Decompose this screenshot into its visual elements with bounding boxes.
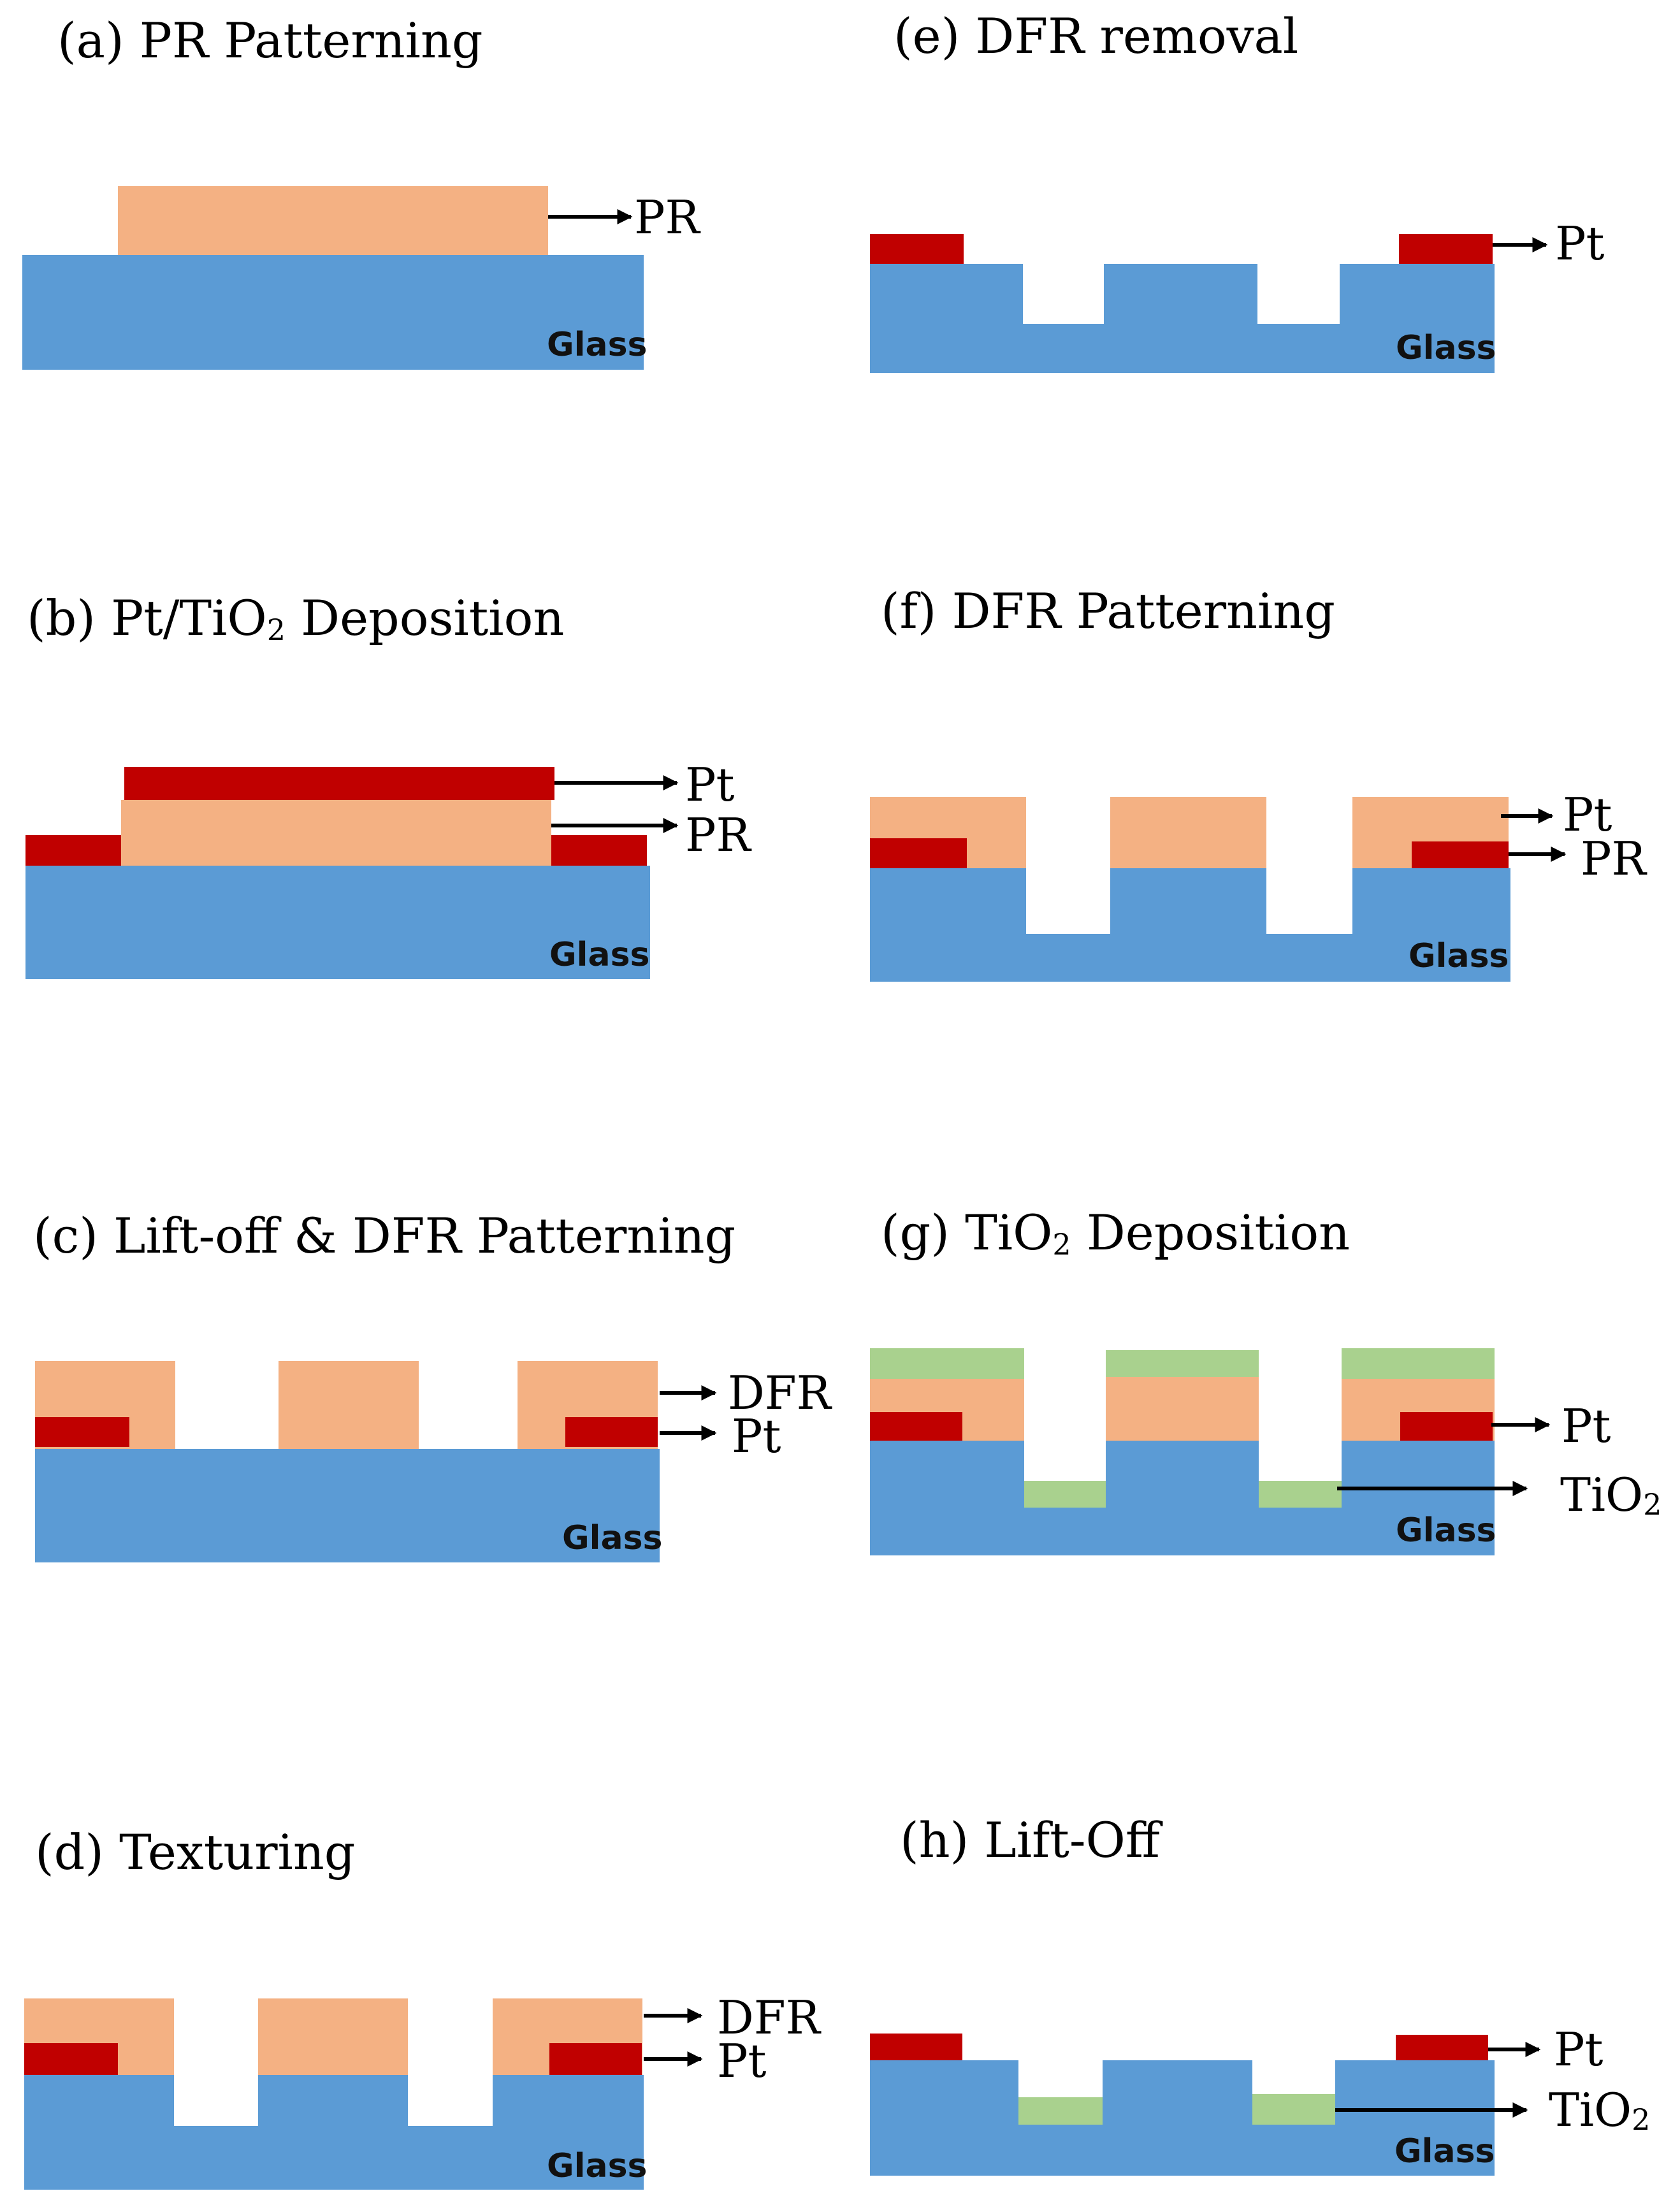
- glass-label: Glass: [547, 326, 648, 364]
- pt-label: Pt: [1555, 217, 1604, 270]
- panel-c-title: (c) Lift-off & DFR Patterning: [33, 1207, 735, 1264]
- pt-label: Pt: [1563, 788, 1612, 841]
- panel-f-title: (f) DFR Patterning: [881, 583, 1335, 639]
- glass-label: Glass: [547, 2147, 648, 2185]
- pt-layer-right: [1399, 234, 1493, 266]
- panel-a: (a) PR Patterning Glass PR: [22, 12, 700, 370]
- pt-layer-top: [124, 767, 554, 800]
- panel-e-title: (e) DFR removal: [894, 8, 1298, 64]
- tio2-top-middle: [1106, 1350, 1259, 1377]
- pr-label: PR: [685, 808, 751, 862]
- panel-b-title: (b) Pt/TiO2 Deposition: [27, 590, 564, 647]
- glass-substrate-textured: [870, 1441, 1495, 1555]
- pr-label: PR: [634, 191, 700, 244]
- dfr-block-middle: [1106, 1377, 1259, 1443]
- glass-substrate: [22, 255, 644, 370]
- tio2-trench-left: [1018, 2097, 1103, 2125]
- pr-label: PR: [1581, 832, 1647, 885]
- dfr-label: DFR: [728, 1366, 832, 1420]
- panel-g: (g) TiO2 Deposition Glass Pt TiO2: [870, 1204, 1662, 1555]
- pt-label: Pt: [1554, 2023, 1603, 2076]
- pt-layer-left: [870, 1412, 962, 1443]
- dfr-block-middle: [279, 1361, 419, 1450]
- glass-label: Glass: [549, 936, 650, 974]
- pt-layer-left: [870, 838, 967, 870]
- panel-g-title: (g) TiO2 Deposition: [881, 1204, 1350, 1262]
- pt-label: Pt: [685, 758, 734, 811]
- dfr-block-middle: [1110, 797, 1266, 870]
- pt-layer-left: [870, 2034, 962, 2062]
- tio2-trench-right: [1252, 2094, 1335, 2125]
- pt-layer-left: [25, 835, 121, 867]
- pt-layer-right: [551, 835, 647, 867]
- dfr-label: DFR: [717, 1991, 822, 2044]
- tio2-top-right: [1342, 1348, 1495, 1380]
- pt-label: Pt: [717, 2034, 766, 2088]
- pt-layer-right: [565, 1417, 658, 1447]
- tio2-trench-right: [1259, 1481, 1342, 1508]
- pt-label: Pt: [1561, 1399, 1611, 1453]
- pt-layer-left: [35, 1417, 129, 1447]
- glass-substrate: [35, 1449, 660, 1562]
- tio2-trench-left: [1024, 1481, 1106, 1508]
- tio2-label: TiO2: [1560, 1468, 1662, 1522]
- glass-label: Glass: [1396, 1511, 1496, 1550]
- panel-f: (f) DFR Patterning Glass Pt PR: [870, 583, 1647, 982]
- glass-substrate-textured: [24, 2075, 644, 2190]
- panel-e: (e) DFR removal Glass Pt: [870, 8, 1604, 373]
- panel-h: (h) Lift-Off Glass Pt TiO2: [870, 1812, 1650, 2176]
- panel-c: (c) Lift-off & DFR Patterning Glass DFR …: [33, 1207, 832, 1562]
- pr-layer: [121, 800, 551, 867]
- panel-b: (b) Pt/TiO2 Deposition Glass Pt PR: [25, 590, 751, 979]
- glass-substrate: [25, 866, 650, 979]
- panel-h-title: (h) Lift-Off: [900, 1812, 1163, 1868]
- glass-label: Glass: [1396, 329, 1496, 367]
- panel-d: (d) Texturing Glass DFR Pt: [24, 1824, 822, 2190]
- tio2-top-left: [870, 1348, 1024, 1380]
- pt-label: Pt: [732, 1409, 781, 1463]
- panel-d-title: (d) Texturing: [35, 1824, 355, 1881]
- glass-label: Glass: [562, 1519, 663, 1557]
- pt-layer-right: [549, 2043, 642, 2076]
- glass-label: Glass: [1394, 2132, 1495, 2171]
- glass-label: Glass: [1408, 937, 1509, 975]
- glass-substrate-textured: [870, 264, 1495, 373]
- pt-layer-left: [24, 2043, 118, 2076]
- pt-layer-left: [870, 234, 964, 266]
- tio2-label: TiO2: [1549, 2083, 1650, 2137]
- pt-layer-right: [1400, 1412, 1493, 1443]
- panel-a-title: (a) PR Patterning: [57, 12, 483, 69]
- glass-substrate-textured: [870, 2060, 1495, 2176]
- glass-substrate-textured: [870, 868, 1510, 982]
- pt-layer-right: [1412, 841, 1509, 870]
- pr-layer: [118, 186, 548, 258]
